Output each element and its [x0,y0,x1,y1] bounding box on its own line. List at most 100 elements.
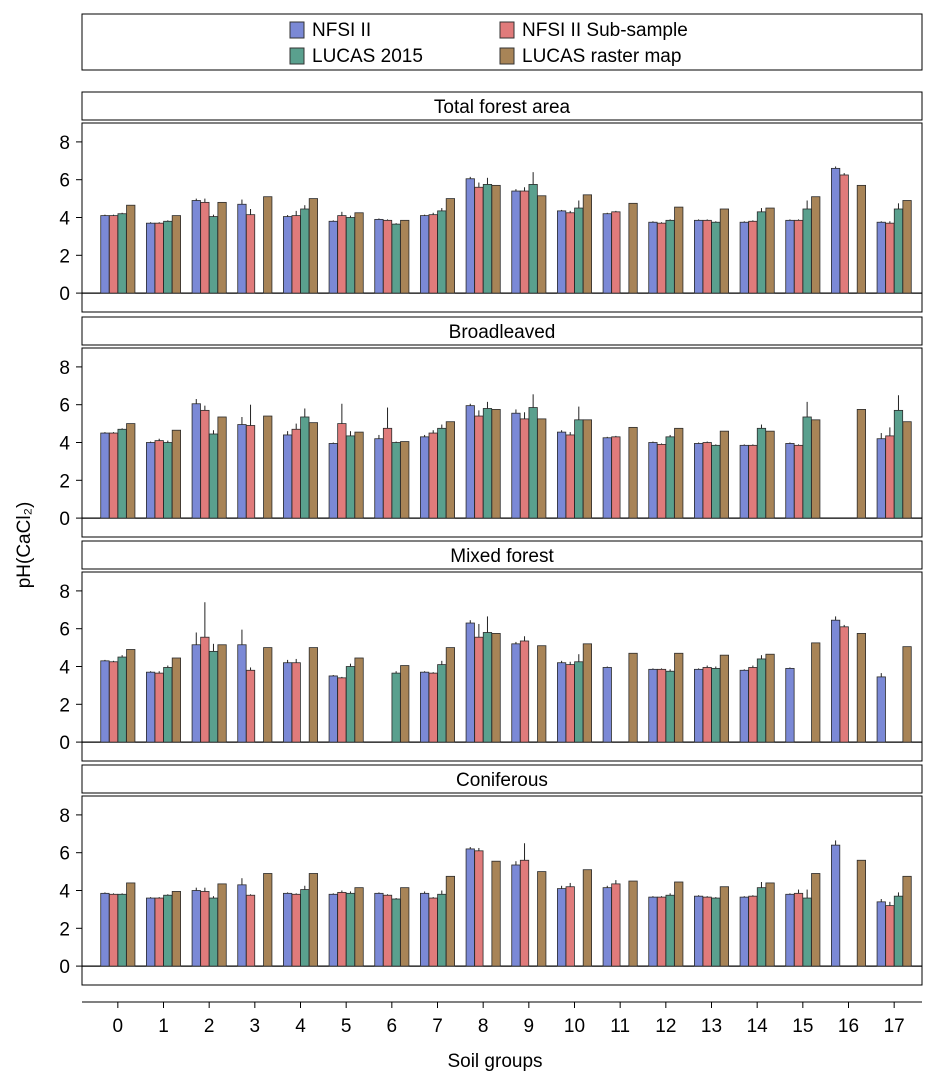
x-tick-label: 14 [747,1016,769,1037]
bar [208,897,219,967]
bar [557,431,567,519]
bar [428,897,438,967]
bar [200,636,210,743]
bar [876,221,886,294]
bar [337,891,347,967]
bar [831,844,841,967]
bar [557,210,567,294]
bar [437,664,447,743]
bar [765,430,775,519]
legend-label: LUCAS 2015 [312,46,423,67]
bar [765,653,775,743]
bar [126,649,136,743]
y-tick-label: 4 [59,658,70,679]
bar [557,888,567,967]
bar [400,887,410,967]
legend-swatch [289,47,305,65]
bar [611,211,621,294]
bar [491,633,501,743]
bar [802,416,812,519]
bar [711,221,721,294]
legend-swatch [499,21,515,39]
bar [511,412,521,519]
bar [163,442,173,519]
bar [602,213,612,294]
y-tick-label: 6 [59,171,70,192]
panel-title: Total forest area [434,97,571,118]
bar [802,897,812,967]
y-tick-label: 0 [59,957,70,978]
bar [154,222,164,294]
bar [537,871,547,967]
bar [419,892,430,967]
bar [163,894,173,967]
bar [611,436,621,519]
bar [785,667,795,743]
bar [391,223,401,294]
bar [154,440,164,519]
bar [200,409,210,519]
bar [163,667,173,743]
bar [902,421,912,519]
bar [574,419,584,519]
bar [337,677,347,743]
bar [582,194,593,294]
bar [665,219,675,294]
bar [237,203,247,294]
bar [382,894,393,967]
y-tick-label: 2 [59,471,70,492]
bar [263,415,273,519]
bar [145,897,156,967]
bar [291,428,301,519]
bar [648,668,658,743]
bar [491,860,501,967]
bar [191,200,201,294]
bar [582,419,593,519]
bar [537,645,547,743]
bar [237,424,247,519]
bar [108,661,119,743]
bar [482,408,493,519]
bar [391,442,401,519]
bar [628,202,638,294]
bar [528,184,538,294]
x-tick-label: 2 [204,1016,215,1037]
bar [126,882,136,967]
bar [748,444,758,519]
bar [391,898,401,967]
bar [482,184,493,294]
bar [656,668,667,743]
bar [465,178,475,294]
bar [208,216,219,294]
y-tick-label: 6 [59,844,70,865]
bar [191,890,201,967]
bar [519,859,530,967]
bar [519,418,530,519]
legend-label: LUCAS raster map [522,46,681,67]
bar [831,167,841,294]
panel-strip [81,764,923,794]
bar [793,444,804,519]
bar [557,662,567,743]
bar [739,221,749,294]
bar [345,892,356,967]
bar [748,220,758,294]
bar [719,430,730,519]
bar [437,210,447,294]
bar [893,895,904,967]
y-tick-label: 8 [59,358,70,379]
bar [719,208,730,294]
panels: Total forest area02468Broadleaved02468Mi… [59,91,923,986]
bar [474,636,484,743]
bar [300,416,310,519]
bar [856,409,867,519]
bar [702,219,712,294]
bar [282,216,293,294]
bar [163,220,173,294]
x-tick-label: 7 [432,1016,443,1037]
bar [648,442,658,519]
bar [171,215,181,294]
bar [739,444,749,519]
bar [656,222,667,294]
bar [374,892,384,967]
